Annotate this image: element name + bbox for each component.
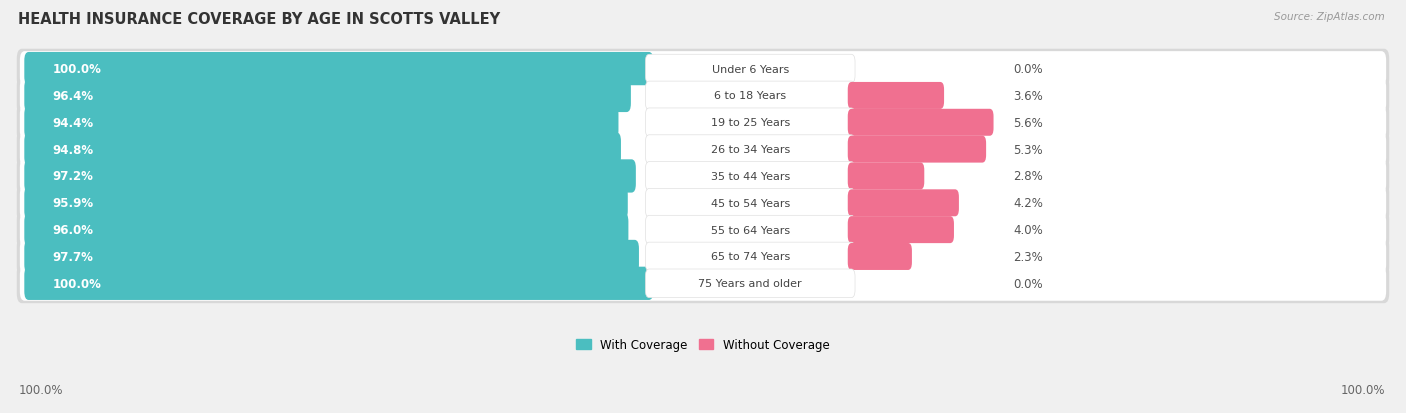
Text: HEALTH INSURANCE COVERAGE BY AGE IN SCOTTS VALLEY: HEALTH INSURANCE COVERAGE BY AGE IN SCOT… <box>18 12 501 27</box>
Text: 3.6%: 3.6% <box>1014 90 1043 103</box>
FancyBboxPatch shape <box>20 186 1386 221</box>
FancyBboxPatch shape <box>848 163 924 190</box>
Text: 96.4%: 96.4% <box>53 90 94 103</box>
FancyBboxPatch shape <box>848 136 986 163</box>
FancyBboxPatch shape <box>20 52 1386 87</box>
FancyBboxPatch shape <box>848 83 943 110</box>
Text: 65 to 74 Years: 65 to 74 Years <box>710 252 790 262</box>
Legend: With Coverage, Without Coverage: With Coverage, Without Coverage <box>572 333 834 356</box>
FancyBboxPatch shape <box>20 266 1386 301</box>
FancyBboxPatch shape <box>645 269 855 298</box>
FancyBboxPatch shape <box>645 216 855 244</box>
FancyBboxPatch shape <box>17 264 1389 304</box>
Text: 4.0%: 4.0% <box>1014 223 1043 237</box>
FancyBboxPatch shape <box>848 217 953 244</box>
Text: 94.8%: 94.8% <box>53 143 94 156</box>
Text: 100.0%: 100.0% <box>18 384 63 396</box>
Text: 45 to 54 Years: 45 to 54 Years <box>710 198 790 208</box>
FancyBboxPatch shape <box>17 183 1389 223</box>
FancyBboxPatch shape <box>17 76 1389 116</box>
Text: 2.3%: 2.3% <box>1014 250 1043 263</box>
FancyBboxPatch shape <box>24 160 636 193</box>
FancyBboxPatch shape <box>848 190 959 217</box>
FancyBboxPatch shape <box>20 213 1386 247</box>
Text: 100.0%: 100.0% <box>53 277 101 290</box>
FancyBboxPatch shape <box>20 132 1386 167</box>
Text: 0.0%: 0.0% <box>1014 63 1043 76</box>
Text: 35 to 44 Years: 35 to 44 Years <box>710 171 790 182</box>
Text: 55 to 64 Years: 55 to 64 Years <box>710 225 790 235</box>
FancyBboxPatch shape <box>645 242 855 271</box>
FancyBboxPatch shape <box>17 103 1389 143</box>
FancyBboxPatch shape <box>24 187 627 220</box>
FancyBboxPatch shape <box>24 214 628 247</box>
FancyBboxPatch shape <box>24 107 619 140</box>
Text: 19 to 25 Years: 19 to 25 Years <box>710 118 790 128</box>
Text: Source: ZipAtlas.com: Source: ZipAtlas.com <box>1274 12 1385 22</box>
Text: 100.0%: 100.0% <box>53 63 101 76</box>
Text: 4.2%: 4.2% <box>1014 197 1043 210</box>
Text: 2.8%: 2.8% <box>1014 170 1043 183</box>
Text: 0.0%: 0.0% <box>1014 277 1043 290</box>
FancyBboxPatch shape <box>17 50 1389 89</box>
Text: 100.0%: 100.0% <box>1340 384 1385 396</box>
FancyBboxPatch shape <box>17 210 1389 250</box>
FancyBboxPatch shape <box>17 157 1389 196</box>
Text: 26 to 34 Years: 26 to 34 Years <box>710 145 790 155</box>
FancyBboxPatch shape <box>645 82 855 111</box>
FancyBboxPatch shape <box>20 79 1386 114</box>
Text: 5.6%: 5.6% <box>1014 116 1043 129</box>
FancyBboxPatch shape <box>645 189 855 218</box>
FancyBboxPatch shape <box>24 80 631 113</box>
Text: 96.0%: 96.0% <box>53 223 94 237</box>
FancyBboxPatch shape <box>17 130 1389 170</box>
FancyBboxPatch shape <box>20 240 1386 274</box>
Text: 94.4%: 94.4% <box>53 116 94 129</box>
FancyBboxPatch shape <box>20 106 1386 140</box>
FancyBboxPatch shape <box>645 162 855 191</box>
FancyBboxPatch shape <box>24 133 621 166</box>
FancyBboxPatch shape <box>645 135 855 164</box>
FancyBboxPatch shape <box>645 55 855 84</box>
FancyBboxPatch shape <box>20 159 1386 194</box>
Text: 6 to 18 Years: 6 to 18 Years <box>714 91 786 101</box>
Text: 95.9%: 95.9% <box>53 197 94 210</box>
Text: 75 Years and older: 75 Years and older <box>699 279 801 289</box>
FancyBboxPatch shape <box>848 109 994 136</box>
FancyBboxPatch shape <box>17 237 1389 277</box>
FancyBboxPatch shape <box>24 53 654 86</box>
Text: 97.7%: 97.7% <box>53 250 94 263</box>
Text: 97.2%: 97.2% <box>53 170 94 183</box>
Text: 5.3%: 5.3% <box>1014 143 1043 156</box>
FancyBboxPatch shape <box>24 240 638 273</box>
FancyBboxPatch shape <box>645 109 855 137</box>
FancyBboxPatch shape <box>848 243 912 271</box>
Text: Under 6 Years: Under 6 Years <box>711 64 789 74</box>
FancyBboxPatch shape <box>24 267 654 300</box>
